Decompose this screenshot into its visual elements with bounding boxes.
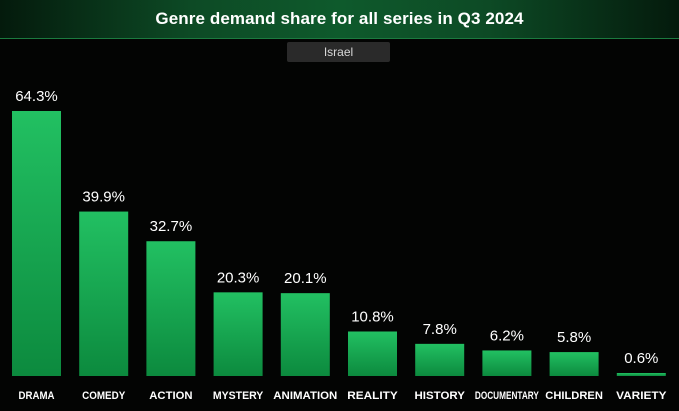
category-label-drama: DRAMA (19, 390, 55, 402)
value-label-comedy: 39.9% (82, 189, 125, 206)
bar-action[interactable] (146, 241, 196, 376)
bar-mystery[interactable] (213, 292, 263, 376)
value-label-drama: 64.3% (15, 88, 58, 105)
bars-group: 64.3% DRAMA 39.9% COMEDY 32.7% ACTION 20.3% MYS… (12, 88, 667, 402)
value-label-history: 7.8% (423, 321, 457, 338)
category-label-comedy: COMEDY (82, 390, 126, 402)
bar-reality[interactable] (348, 331, 397, 376)
category-label-action: ACTION (149, 390, 192, 402)
category-label-history: HISTORY (415, 390, 466, 402)
bar-history[interactable] (415, 343, 465, 376)
value-label-animation: 20.1% (284, 270, 327, 287)
category-label-documentary: DOCUMENTARY (475, 390, 539, 402)
region-filter-label: Israel (323, 45, 354, 59)
bar-comedy[interactable] (79, 211, 129, 376)
bar-documentary[interactable] (482, 350, 532, 376)
bar-animation[interactable] (280, 293, 330, 376)
bar-drama[interactable] (12, 111, 61, 376)
title-bar (0, 0, 679, 39)
category-label-mystery: MYSTERY (213, 390, 264, 402)
value-label-mystery: 20.3% (217, 269, 260, 286)
category-label-animation: ANIMATION (273, 390, 337, 402)
chart-title: Genre demand share for all series in Q3 … (155, 9, 524, 28)
value-label-reality: 10.8% (351, 308, 394, 325)
region-filter-badge[interactable]: Israel (287, 42, 390, 62)
bar-variety[interactable] (616, 373, 666, 376)
bar-children[interactable] (549, 352, 599, 376)
category-label-variety: VARIETY (616, 390, 667, 402)
value-label-children: 5.8% (557, 329, 591, 346)
category-label-reality: REALITY (347, 390, 398, 402)
value-label-action: 32.7% (150, 218, 193, 235)
category-label-children: CHILDREN (545, 390, 603, 402)
value-label-variety: 0.6% (624, 350, 658, 367)
value-label-documentary: 6.2% (490, 327, 524, 344)
